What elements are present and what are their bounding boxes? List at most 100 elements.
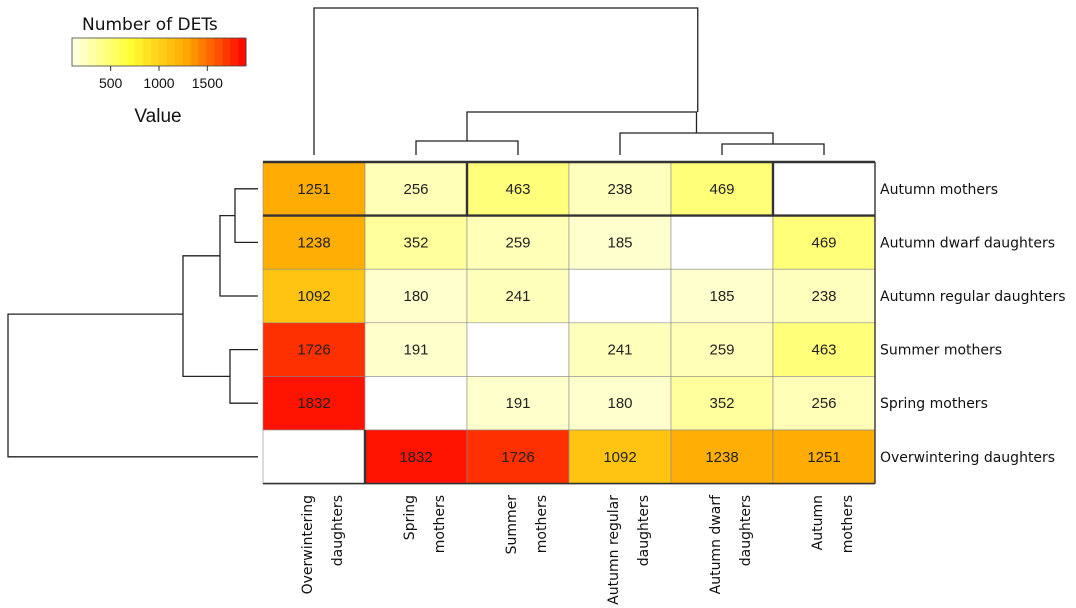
heatmap-cell <box>364 215 468 270</box>
heatmap-cell <box>364 268 468 324</box>
heatmap-cell <box>466 376 570 431</box>
heatmap-cell <box>670 161 774 216</box>
legend-color-band <box>135 38 144 66</box>
dendrogram-branch <box>313 7 699 155</box>
heatmap-cell-labels: 1251 256 463 238 469 1238 352 259 185 469 1092 180 2… <box>297 181 840 466</box>
cell-value-label: 469 <box>709 181 734 198</box>
column-label-line: Spring <box>402 495 418 540</box>
cell-value-label: 185 <box>607 234 632 251</box>
heatmap-cell <box>670 215 774 270</box>
cell-value-label: 1238 <box>297 234 330 251</box>
cell-value-label: 191 <box>505 395 530 412</box>
cell-value-label: 352 <box>403 234 428 251</box>
legend-color-band <box>111 38 120 66</box>
column-label: Overwintering daughters <box>300 495 346 594</box>
heatmap-cell <box>466 322 570 377</box>
column-label-line: daughters <box>636 495 652 566</box>
dendrogram-branch <box>234 188 258 244</box>
legend-color-band <box>214 38 223 66</box>
heatmap-cell <box>262 376 366 431</box>
legend-axis-label: Value <box>134 106 181 127</box>
cell-value-label: 180 <box>403 288 428 305</box>
cell-value-label: 185 <box>709 288 734 305</box>
row-label: Autumn regular daughters <box>880 289 1066 305</box>
cell-value-label: 1251 <box>297 181 330 198</box>
cell-value-label: 241 <box>505 288 530 305</box>
legend-tick-label: 1500 <box>192 75 223 91</box>
legend-color-band <box>230 38 239 66</box>
cell-value-label: 238 <box>811 288 836 305</box>
heatmap-cell <box>670 322 774 377</box>
heatmap-cell <box>466 215 570 270</box>
legend-color-band <box>103 38 113 66</box>
legend-color-band <box>79 38 89 66</box>
legend-color-band <box>190 38 200 66</box>
column-label: Summer mothers <box>504 495 550 555</box>
heatmap-cell <box>670 429 774 484</box>
column-label-line: mothers <box>432 495 448 553</box>
legend-color-band <box>198 38 207 66</box>
heatmap-cell <box>568 376 672 431</box>
row-label: Spring mothers <box>880 396 988 412</box>
row-label: Overwintering daughters <box>880 450 1055 466</box>
cell-value-label: 1092 <box>603 449 636 466</box>
row-label: Autumn mothers <box>880 182 998 198</box>
dendrogram-branch <box>219 214 258 297</box>
cell-value-label: 1726 <box>297 342 330 359</box>
column-label-line: daughters <box>330 495 346 566</box>
column-label-line: Autumn regular <box>606 495 622 605</box>
cell-value-label: 1092 <box>297 288 330 305</box>
legend-color-band <box>166 38 176 66</box>
row-label: Summer mothers <box>880 343 1002 359</box>
dendrogram-branch <box>229 348 258 404</box>
legend-color-band <box>127 38 136 66</box>
cell-value-label: 1726 <box>501 449 534 466</box>
cell-value-label: 241 <box>607 342 632 359</box>
heatmap-cell <box>262 322 366 377</box>
column-labels: Overwintering daughters Spring mothers Summe… <box>300 494 856 605</box>
cell-value-label: 352 <box>709 395 734 412</box>
cell-value-label: 1251 <box>807 449 840 466</box>
column-label: Autumn mothers <box>810 495 856 553</box>
dendrogram-branch <box>721 143 825 155</box>
dendrogram-branch <box>182 255 230 378</box>
heatmap-cell <box>772 268 876 324</box>
heatmap-cell <box>772 429 876 484</box>
column-label-line: mothers <box>840 495 856 553</box>
heatmap-cell <box>364 161 468 216</box>
column-label-line: Overwintering <box>300 495 316 594</box>
heatmap-cell <box>670 268 774 324</box>
cell-value-label: 259 <box>709 342 734 359</box>
legend-color-band <box>119 38 128 66</box>
cell-value-label: 238 <box>607 181 632 198</box>
cell-value-label: 463 <box>505 181 530 198</box>
cell-value-label: 469 <box>811 234 836 251</box>
column-label: Spring mothers <box>402 495 448 553</box>
column-label: Autumn dwarf daughters <box>708 494 754 594</box>
heatmap-cells <box>262 160 876 485</box>
legend-color-band <box>143 38 152 66</box>
heatmap-cell <box>772 161 876 216</box>
column-label-line: Summer <box>504 495 520 555</box>
legend-tick-label: 1000 <box>143 75 174 91</box>
legend-color-band <box>159 38 168 66</box>
legend-color-band <box>238 38 247 66</box>
cell-value-label: 1832 <box>297 395 330 412</box>
column-label: Autumn regular daughters <box>606 495 652 605</box>
cell-value-label: 259 <box>505 234 530 251</box>
heatmap-cell <box>262 268 366 324</box>
legend-tick-label: 500 <box>99 75 123 91</box>
legend-color-band <box>222 38 231 66</box>
cell-value-label: 463 <box>811 342 836 359</box>
cell-value-label: 180 <box>607 395 632 412</box>
heatmap-cell <box>772 376 876 431</box>
heatmap-cell <box>364 376 468 431</box>
cell-value-label: 256 <box>403 181 428 198</box>
column-dendrogram <box>313 7 825 155</box>
column-label-line: daughters <box>738 495 754 566</box>
dendrogram-branch <box>7 313 258 458</box>
heatmap-cell <box>364 322 468 377</box>
dendrogram-branch <box>466 111 698 141</box>
heatmap-cell <box>466 161 570 216</box>
